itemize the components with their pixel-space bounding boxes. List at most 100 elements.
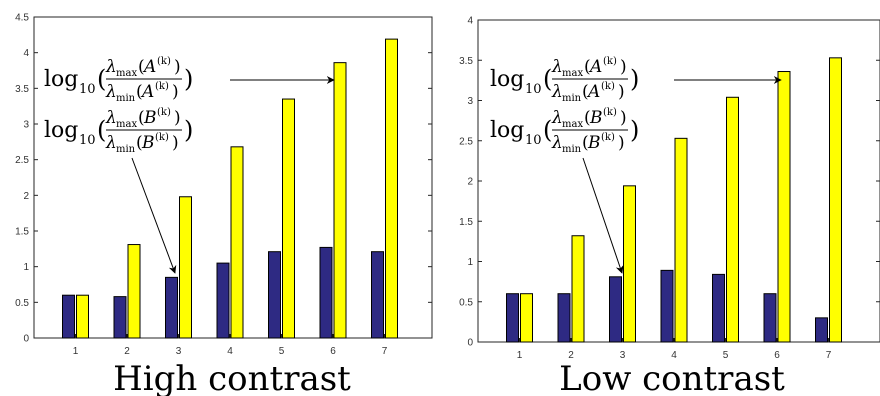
annotation-numerator-matrix: A (142, 57, 156, 77)
annotation-denominator-open: ( (582, 82, 589, 102)
annotation-numerator-symbol: λ (551, 108, 563, 128)
annotation-denominator-symbol: λ (105, 133, 117, 153)
annotation-fn: log (44, 67, 78, 92)
annotation-numerator-subscript: max (116, 68, 137, 79)
y-tick-label: 3 (467, 96, 473, 107)
bar-series-b (385, 38, 398, 339)
annotation-paren-open: ( (97, 116, 106, 144)
bar-series-b (282, 98, 295, 339)
y-tick-label: 0.5 (15, 298, 29, 309)
y-tick-label: 2 (467, 177, 473, 188)
annotation-numerator-superscript: (k) (157, 56, 171, 67)
annotation-a-left: log 10(λ max(A (k))λ min(A (k))) (44, 56, 335, 104)
x-ticks: 1 2 3 4 5 6 7 (517, 338, 832, 361)
y-tick-label: 1 (467, 257, 473, 268)
annotation-denominator-symbol: λ (551, 82, 563, 102)
bar-series-b (623, 185, 636, 343)
annotation-paren-open: ( (543, 65, 552, 93)
bar-series-a (113, 296, 127, 339)
y-tick-label: 2.5 (15, 155, 29, 166)
annotation-denominator-subscript: min (116, 144, 136, 155)
y-tick-label: 1 (23, 262, 29, 273)
y-tick-label: 3 (23, 120, 29, 131)
annotation-denominator-matrix: B (141, 133, 155, 153)
annotation-numerator-open: ( (138, 108, 145, 128)
y-tick-label: 1.5 (15, 227, 29, 238)
x-tick-label: 6 (330, 346, 336, 357)
chart-high-contrast: 0 0.5 1 1.5 2 2.5 3 3.5 4 4.5 1 2 3 4 5 6 7 High contra… (15, 13, 433, 396)
annotation-numerator-superscript: (k) (157, 107, 171, 118)
annotation-denominator-superscript: (k) (155, 81, 169, 92)
x-tick-label: 7 (826, 350, 832, 361)
x-tick-label: 1 (73, 346, 79, 357)
annotation-denominator-matrix: A (140, 82, 154, 102)
x-tick-label: 7 (382, 346, 388, 357)
annotation-b-right: log 10(λ max(B (k))λ min(B (k))) (490, 107, 639, 274)
annotation-denominator-open: ( (136, 82, 143, 102)
annotation-fn: log (490, 67, 524, 92)
bar-series-a (216, 262, 230, 339)
annotation-denominator-superscript: (k) (155, 132, 169, 143)
annotation-numerator-symbol: λ (551, 57, 563, 77)
annotation-denominator-open: ( (136, 133, 143, 153)
annotation-numerator-symbol: λ (105, 108, 117, 128)
annotation-numerator-superscript: (k) (603, 107, 617, 118)
bar-series-a (609, 276, 622, 343)
y-ticks: 0 0.5 1 1.5 2 2.5 3 3.5 4 4.5 (15, 13, 432, 345)
annotation-fn-subscript: 10 (79, 133, 96, 148)
annotation-paren-close: ) (184, 116, 193, 144)
annotation-denominator-subscript: min (562, 144, 582, 155)
bar-series-a (165, 276, 178, 339)
annotation-denominator-subscript: min (562, 93, 582, 104)
bar-series-b (76, 294, 89, 339)
y-tick-label: 3.5 (459, 56, 473, 67)
bar-series-b (829, 57, 842, 343)
x-tick-label: 5 (279, 346, 285, 357)
annotation-arrow (582, 157, 624, 274)
annotation-numerator-subscript: max (116, 119, 137, 130)
annotation-numerator-close: ) (174, 108, 181, 128)
annotation-denominator-matrix: A (586, 82, 600, 102)
y-tick-label: 4 (467, 16, 473, 27)
x-tick-label: 4 (671, 350, 677, 361)
annotation-denominator-open: ( (582, 133, 589, 153)
annotation-denominator-symbol: λ (551, 133, 563, 153)
y-tick-label: 2 (23, 191, 29, 202)
y-ticks: 0 0.5 1 1.5 2 2.5 3 3.5 4 (459, 16, 880, 349)
annotation-denominator-symbol: λ (105, 82, 117, 102)
annotation-a-right: log 10(λ max(A (k))λ min(A (k))) (490, 56, 782, 104)
annotation-numerator-symbol: λ (105, 57, 117, 77)
bar-series-b (127, 244, 141, 339)
annotation-fn-subscript: 10 (525, 82, 542, 97)
bar-series-a (268, 251, 281, 339)
bar-series-a (763, 293, 777, 343)
x-tick-label: 3 (176, 346, 182, 357)
bar-series-a (557, 293, 571, 343)
annotation-paren-open: ( (97, 65, 106, 93)
bar-series-b (674, 137, 688, 343)
annotation-denominator-close: ) (618, 133, 625, 153)
annotation-fn-subscript: 10 (525, 133, 542, 148)
bar-series-b (520, 293, 533, 343)
bar-series-b (230, 146, 244, 339)
bar-series-a (660, 269, 674, 343)
bars (62, 38, 398, 339)
annotation-paren-open: ( (543, 116, 552, 144)
bar-series-a (712, 273, 725, 343)
x-tick-label: 3 (620, 350, 626, 361)
annotation-numerator-superscript: (k) (603, 56, 617, 67)
annotation-paren-close: ) (184, 65, 193, 93)
annotation-numerator-matrix: B (589, 108, 603, 128)
x-tick-label: 6 (774, 350, 780, 361)
annotation-denominator-subscript: min (116, 93, 136, 104)
annotation-numerator-open: ( (584, 57, 591, 77)
x-ticks: 1 2 3 4 5 6 7 (73, 334, 388, 357)
annotation-paren-close: ) (630, 116, 639, 144)
x-tick-label: 2 (568, 350, 574, 361)
annotation-denominator-superscript: (k) (601, 132, 615, 143)
annotation-numerator-close: ) (620, 57, 627, 77)
y-tick-label: 1.5 (459, 217, 473, 228)
bar-series-b (726, 96, 739, 343)
x-tick-label: 2 (124, 346, 130, 357)
chart-title: High contrast (113, 359, 351, 396)
